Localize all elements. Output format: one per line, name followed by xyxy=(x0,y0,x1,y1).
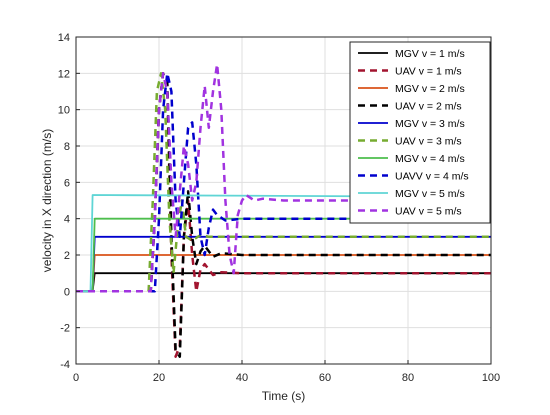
x-tick-label: 60 xyxy=(319,372,331,384)
legend: MGV v = 1 m/s UAV v = 1 m/s MGV v = 2 m/s U… xyxy=(349,41,491,224)
tick-layer: 0 20 40 60 80 100 -4 -2 0 2 4 6 8 10 12 14 xyxy=(58,32,500,384)
y-tick-label: 2 xyxy=(64,250,70,262)
y-tick-label: 14 xyxy=(58,32,70,44)
y-tick-label: 8 xyxy=(64,141,70,153)
legend-label: MGV v = 1 m/s xyxy=(395,48,465,60)
series-line-10 xyxy=(76,63,491,293)
y-tick-label: 12 xyxy=(58,68,70,80)
y-axis-title: velocity in X direction (m/s) xyxy=(40,129,54,272)
x-tick-label: 20 xyxy=(153,372,165,384)
legend-label: UAV v = 2 m/s xyxy=(395,101,462,113)
y-tick-label: 6 xyxy=(64,177,70,189)
y-tick-label: 4 xyxy=(64,214,70,226)
legend-label: MGV v = 4 m/s xyxy=(395,153,465,165)
x-tick-label: 100 xyxy=(482,372,500,384)
legend-label: UAV v = 1 m/s xyxy=(395,66,462,78)
series-layer xyxy=(76,63,491,358)
x-axis-title: Time (s) xyxy=(262,389,306,403)
y-tick-label: -4 xyxy=(60,359,70,371)
y-tick-label: 10 xyxy=(58,105,70,117)
x-tick-label: 80 xyxy=(402,372,414,384)
series-line-9 xyxy=(76,194,491,293)
x-tick-label: 0 xyxy=(73,372,79,384)
legend-label: MGV v = 5 m/s xyxy=(395,188,465,200)
legend-label: UAV v = 3 m/s xyxy=(395,136,462,148)
legend-label: UAV v = 5 m/s xyxy=(395,206,462,218)
legend-label: MGV v = 2 m/s xyxy=(395,83,465,95)
y-tick-label: -2 xyxy=(60,323,70,335)
y-tick-label: 0 xyxy=(64,286,70,298)
x-tick-label: 40 xyxy=(236,372,248,384)
legend-label: MGV v = 3 m/s xyxy=(395,118,465,130)
series-line-8 xyxy=(76,72,491,293)
legend-label: UAVV v = 4 m/s xyxy=(395,171,469,183)
plot-frame xyxy=(75,36,492,365)
